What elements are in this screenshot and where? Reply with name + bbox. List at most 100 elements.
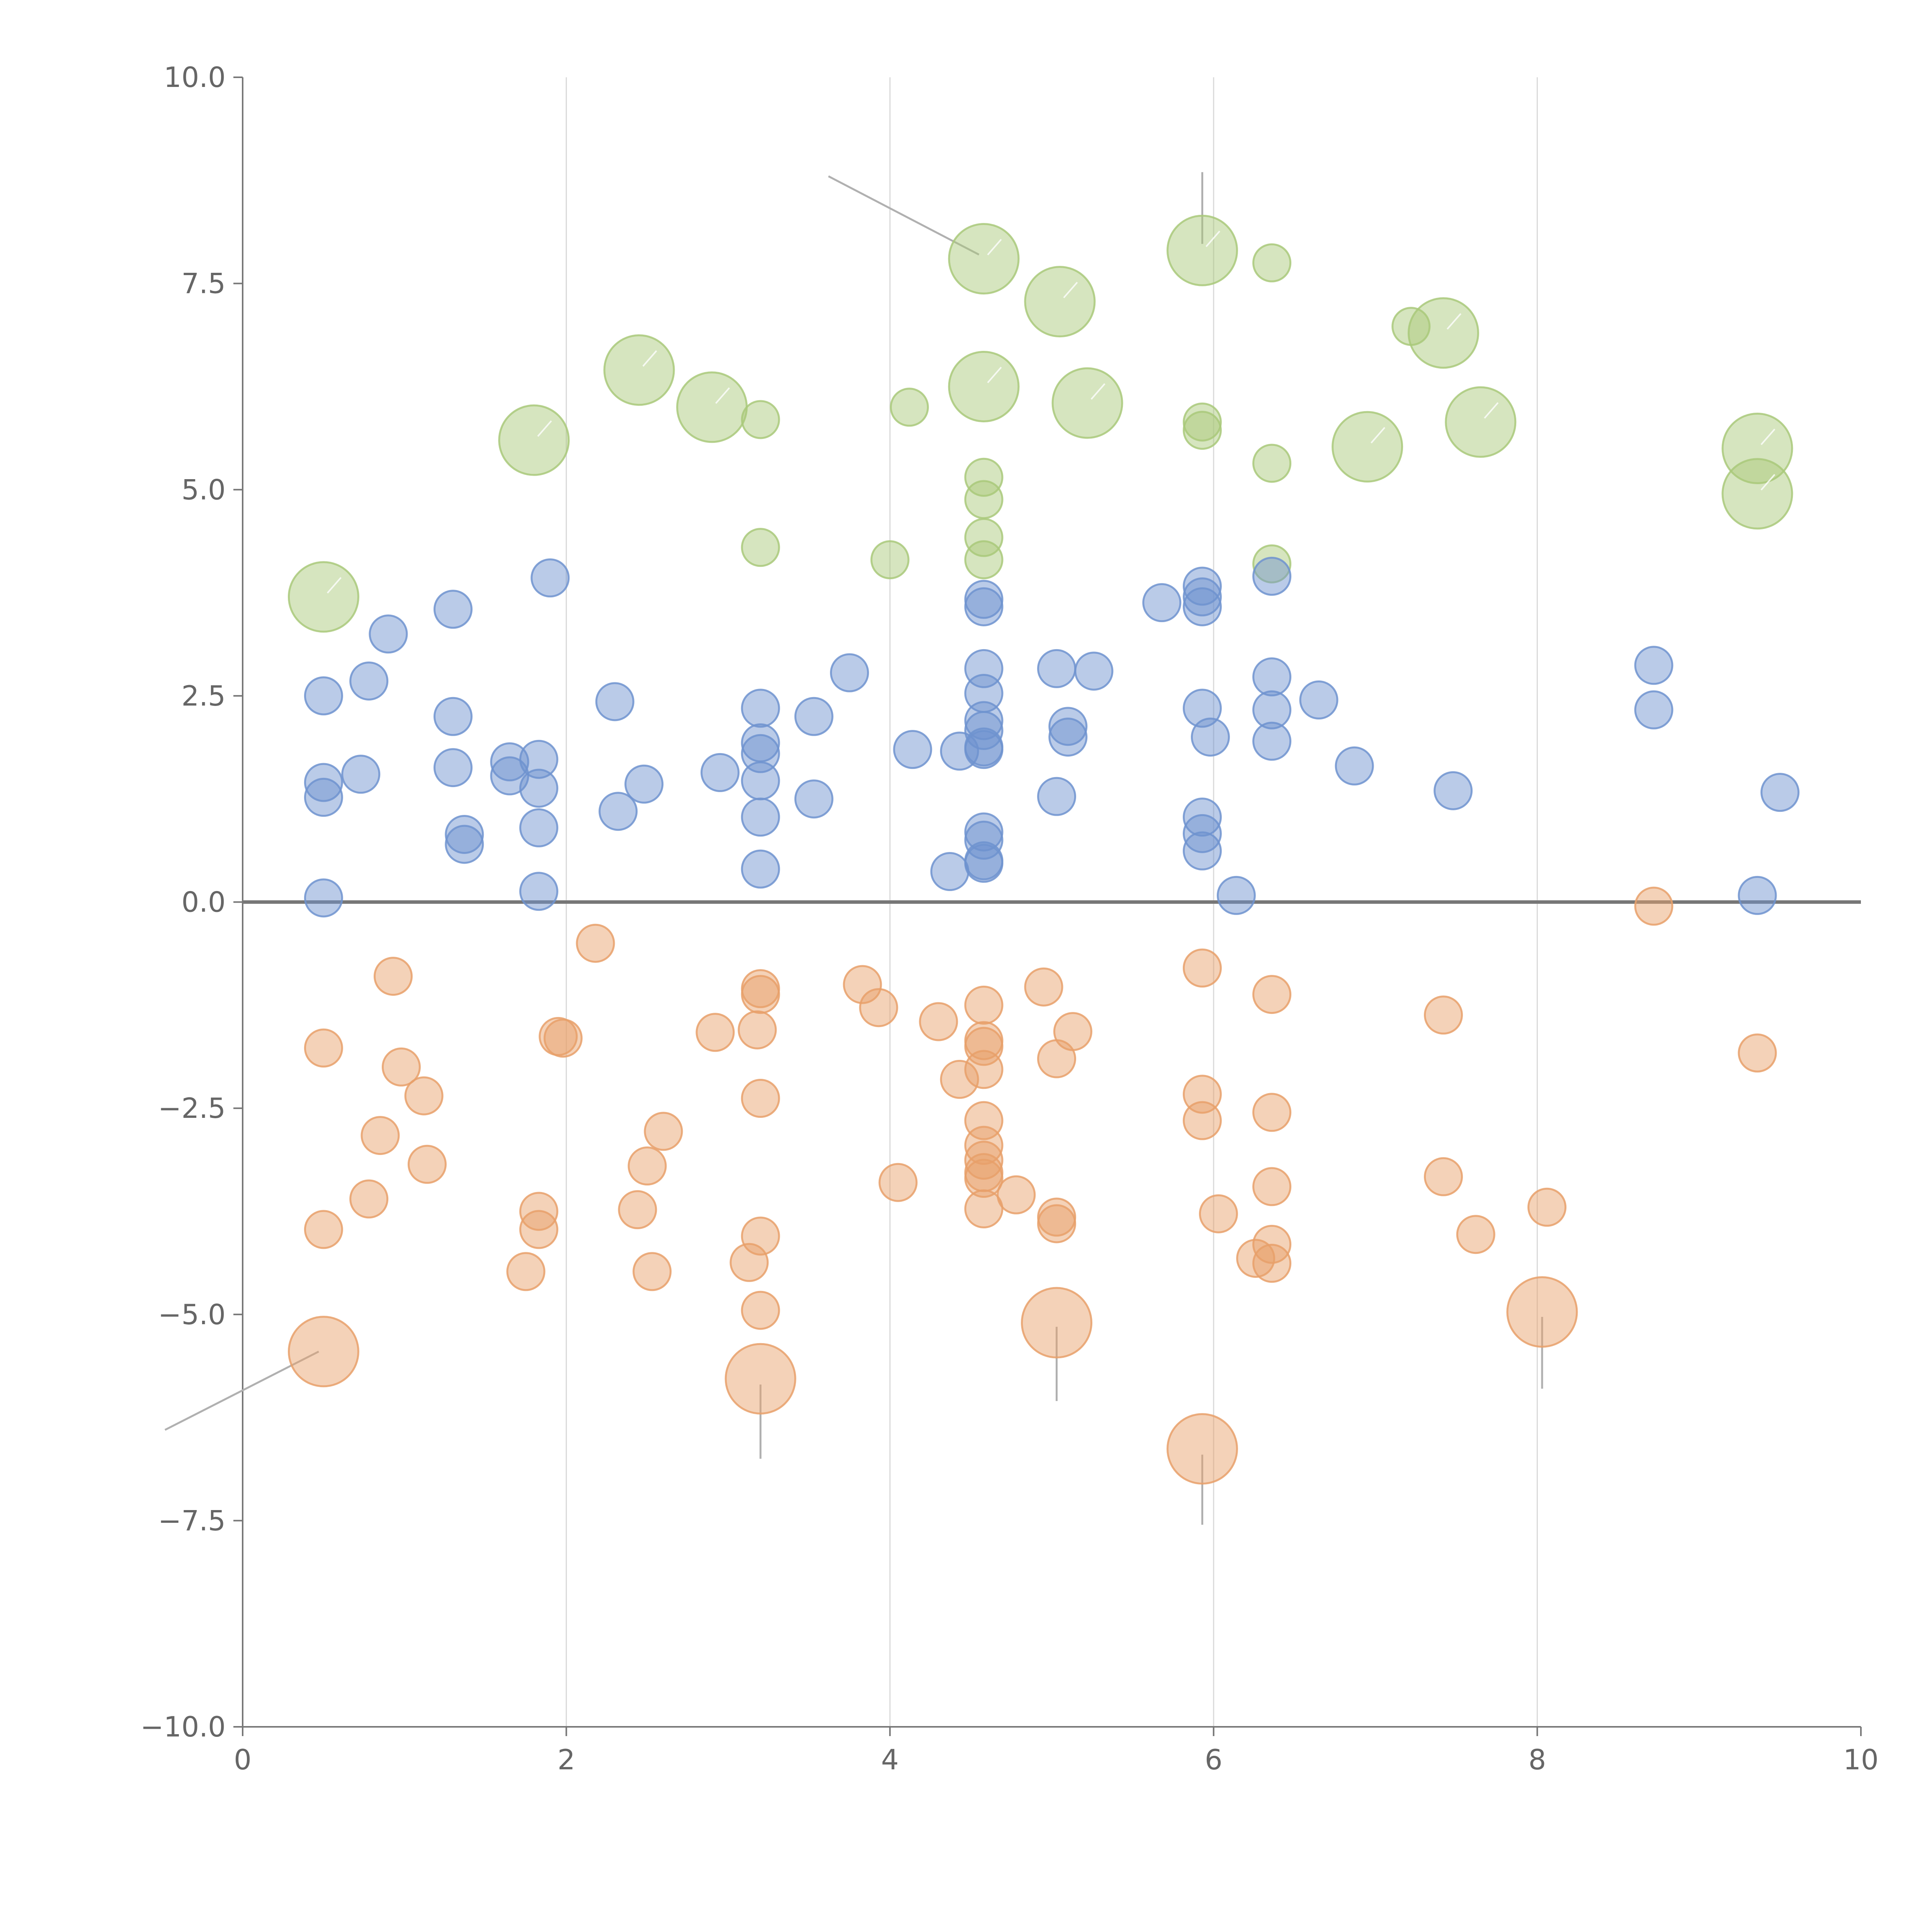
orange-point <box>1634 886 1673 926</box>
orange-point <box>404 1076 444 1116</box>
orange-point <box>696 1013 735 1052</box>
green-point <box>741 528 780 567</box>
blue-point <box>1216 876 1256 915</box>
x-tick-label: 0 <box>234 1743 252 1776</box>
blue-point <box>433 590 473 629</box>
green-point <box>964 540 1003 580</box>
green-point <box>1445 386 1517 458</box>
x-tick-label: 10 <box>1843 1743 1879 1776</box>
blue-point <box>341 755 381 794</box>
x-tick-label: 6 <box>1205 1743 1223 1776</box>
orange-point <box>730 1243 769 1282</box>
orange-point <box>373 957 413 996</box>
blue-point <box>1434 771 1473 810</box>
blue-point <box>1182 587 1222 626</box>
blue-point <box>1037 649 1077 688</box>
blue-point <box>519 808 558 847</box>
blue-point <box>1182 798 1222 837</box>
orange-point <box>741 1079 780 1118</box>
blue-point <box>1182 831 1222 871</box>
orange-point <box>1182 1101 1222 1140</box>
orange-point <box>1166 1413 1238 1485</box>
blue-point <box>369 614 408 654</box>
orange-point <box>738 1010 777 1049</box>
orange-point <box>1456 1215 1495 1254</box>
orange-point <box>1423 1157 1463 1196</box>
orange-point <box>1738 1033 1777 1073</box>
x-tick-label: 2 <box>558 1743 575 1776</box>
orange-point <box>618 1190 657 1230</box>
tick-label-layer: −10.0 −7.5 −5.0 −2.5 0.0 2.5 5.0 7.5 10.0 0 2 4 6 8 10 <box>140 61 1878 1776</box>
green-point <box>1024 266 1096 338</box>
orange-point <box>964 1189 1003 1229</box>
blue-point <box>741 689 780 728</box>
green-point <box>1252 444 1292 483</box>
blue-point <box>741 798 780 837</box>
orange-point <box>1252 1167 1292 1206</box>
bubble-inner-mark <box>537 420 552 437</box>
green-point <box>1407 297 1479 369</box>
green-point <box>1182 402 1222 442</box>
blue-point <box>700 753 740 792</box>
orange-point <box>576 923 615 963</box>
bubble-inner-mark <box>1090 383 1105 400</box>
y-tick-label: 0.0 <box>181 886 226 918</box>
blue-point <box>490 742 529 782</box>
blue-point <box>1074 651 1114 691</box>
orange-point <box>1182 948 1222 988</box>
blue-point <box>741 849 780 889</box>
axis-layer <box>233 77 1862 1736</box>
bubble-inner-mark <box>1484 402 1499 419</box>
bubble-inner-mark <box>1446 313 1462 330</box>
bubble-inner-mark <box>1760 429 1776 445</box>
orange-point <box>741 975 780 1014</box>
blue-point <box>964 820 1003 860</box>
blue-point <box>1142 583 1182 622</box>
orange-point <box>304 1028 343 1068</box>
y-tick-label: 10.0 <box>164 61 226 94</box>
green-point <box>1332 411 1403 483</box>
orange-point <box>1199 1194 1238 1233</box>
green-point <box>1252 544 1292 583</box>
blue-point <box>1182 566 1222 606</box>
blue-point <box>433 697 473 736</box>
orange-point <box>878 1163 918 1202</box>
blue-point <box>1190 718 1230 757</box>
y-tick-label: 7.5 <box>181 267 226 300</box>
blue-point <box>1252 690 1292 730</box>
blue-point <box>1182 689 1222 728</box>
orange-point <box>741 1291 780 1330</box>
orange-point <box>919 1002 958 1041</box>
blue-point <box>624 764 664 804</box>
orange-point <box>1236 1239 1276 1278</box>
orange-point <box>724 1343 796 1415</box>
blue-point <box>531 558 570 598</box>
green-point <box>964 518 1003 557</box>
blue-point <box>1048 718 1088 757</box>
green-point <box>1721 458 1793 530</box>
bubble-inner-mark <box>987 367 1002 383</box>
orange-point <box>407 1145 447 1184</box>
green-point <box>1166 214 1238 286</box>
orange-point <box>633 1252 672 1291</box>
y-tick-label: −5.0 <box>158 1298 226 1331</box>
blue-point <box>1182 577 1222 617</box>
orange-point <box>859 988 898 1027</box>
leader-line <box>164 1350 319 1431</box>
blue-point <box>304 878 343 918</box>
orange-point <box>1021 1287 1093 1359</box>
green-point <box>741 400 780 439</box>
green-point <box>1721 413 1793 485</box>
orange-point <box>506 1252 546 1291</box>
blue-point <box>445 825 484 864</box>
blue-point <box>490 756 529 796</box>
orange-point <box>1252 1243 1292 1283</box>
blue-point <box>1182 814 1222 853</box>
blue-point <box>964 587 1003 626</box>
green-point <box>889 388 929 427</box>
orange-point <box>940 1060 979 1099</box>
orange-point <box>1527 1187 1567 1227</box>
blue-point <box>1252 657 1292 697</box>
orange-point <box>964 1126 1003 1165</box>
blue-point <box>893 730 932 769</box>
